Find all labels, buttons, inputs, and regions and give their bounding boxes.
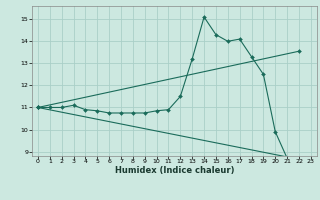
- X-axis label: Humidex (Indice chaleur): Humidex (Indice chaleur): [115, 166, 234, 175]
